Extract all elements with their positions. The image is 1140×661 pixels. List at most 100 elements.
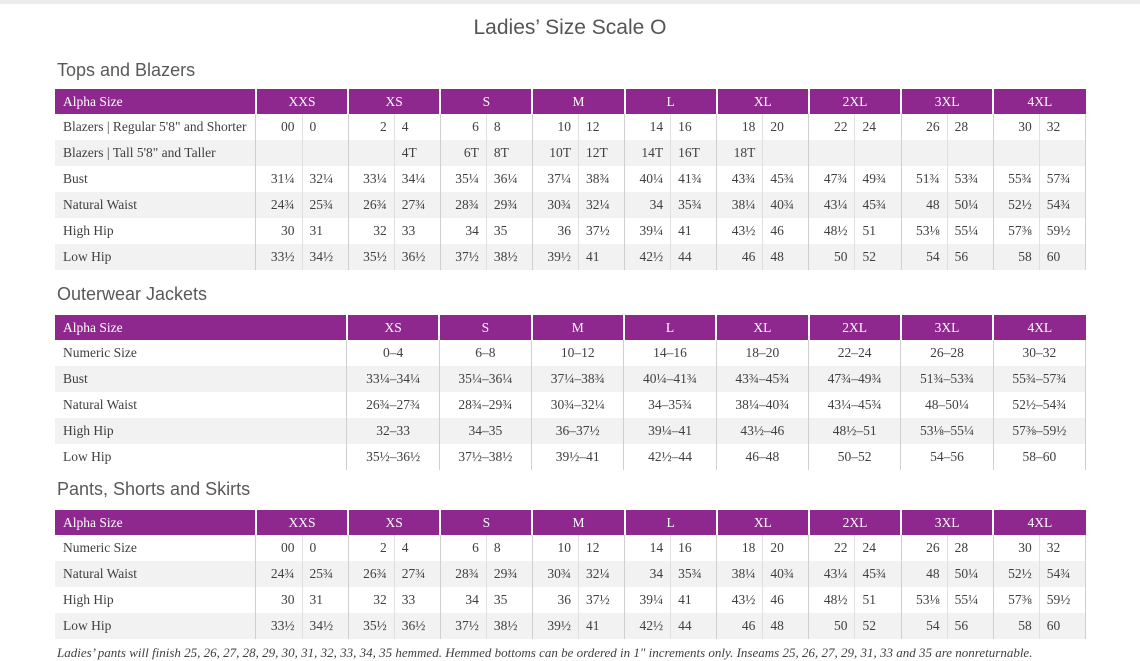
size-value-cell: 57⅜–59½ — [992, 418, 1087, 444]
size-value-cell: 56 — [946, 244, 994, 270]
size-value-cell: 35¾ — [670, 192, 717, 218]
size-value-cell: 42½ — [624, 244, 671, 270]
row-label: Natural Waist — [63, 197, 138, 212]
size-value-cell: 10T — [531, 140, 579, 166]
size-value-cell: 35 — [485, 218, 533, 244]
section-heading: Outerwear Jackets — [57, 284, 208, 304]
size-value-cell: 40¾ — [762, 561, 809, 587]
size-chart-document: Tops and Blazers Alpha Size XXS XS S M L XL 2XL… — [0, 60, 1140, 661]
size-value-cell: 12 — [577, 114, 625, 140]
size-value-cell: 30–32 — [992, 340, 1087, 366]
size-value-cell: 34–35¾ — [623, 392, 717, 418]
size-value-cell: 24¾ — [255, 192, 303, 218]
size-value-cell: 53⅛ — [900, 218, 948, 244]
size-value-cell: 35¼ — [439, 166, 487, 192]
size-value-cell: 22–24 — [808, 340, 901, 366]
size-value-cell: 35 — [485, 587, 533, 613]
size-value-cell: 14T — [624, 140, 671, 166]
size-value-cell: 28 — [946, 114, 994, 140]
size-value-cell: 36¼ — [485, 166, 533, 192]
size-value-cell: 33 — [393, 218, 441, 244]
size-value-cell: 49¾ — [854, 166, 902, 192]
size-value-cell: 8 — [485, 114, 533, 140]
size-value-cell: 16T — [670, 140, 717, 166]
size-value-cell: 39½ — [531, 244, 579, 270]
size-column-header: L — [623, 510, 717, 535]
size-value-cell: 38¼ — [716, 192, 763, 218]
size-value-cell: 22 — [808, 114, 855, 140]
size-value-cell: 33½ — [255, 613, 303, 639]
size-value-cell: 59½ — [1038, 587, 1087, 613]
size-value-cell: 43¼–45¾ — [808, 392, 901, 418]
size-value-cell: 25¾ — [301, 192, 349, 218]
table-row: Natural Waist 26¾–27¾ 28¾–29¾ 30¾–32¼ 34–35¾… — [55, 392, 1087, 418]
size-value-cell: 26¾ — [347, 192, 395, 218]
size-value-cell: 39½ — [531, 613, 579, 639]
size-value-cell — [347, 140, 395, 166]
size-value-cell: 4 — [393, 114, 441, 140]
table-row: Low Hip 33½ 34½ 35½ 36½ 37½ 38½ 39½ 41 42½ 44 46 48 5… — [55, 244, 1087, 270]
size-value-cell: 36½ — [393, 613, 441, 639]
size-value-cell: 52½ — [992, 561, 1040, 587]
size-value-cell: 35½–36½ — [346, 444, 440, 470]
row-label: Natural Waist — [63, 566, 138, 581]
size-value-cell: 28¾ — [439, 561, 487, 587]
size-value-cell: 00 — [255, 535, 303, 561]
size-value-cell: 14 — [624, 114, 671, 140]
size-value-cell: 41 — [670, 218, 717, 244]
size-value-cell: 55¼ — [946, 218, 994, 244]
row-label: High Hip — [63, 423, 114, 438]
size-value-cell: 27¾ — [393, 561, 441, 587]
size-value-cell: 41 — [577, 244, 625, 270]
size-column-header: M — [530, 315, 624, 340]
size-value-cell: 10–12 — [531, 340, 624, 366]
size-column-header: 3XL — [899, 315, 994, 340]
size-value-cell: 51 — [854, 218, 902, 244]
table-row: High Hip 32–33 34–35 36–37½ 39¼–41 43½–46 48½–… — [55, 418, 1087, 444]
size-column-header: 3XL — [900, 89, 994, 114]
section-heading: Pants, Shorts and Skirts — [57, 479, 251, 499]
size-value-cell: 38½ — [485, 613, 533, 639]
size-value-cell: 34½ — [301, 244, 349, 270]
size-value-cell: 10 — [531, 535, 579, 561]
size-value-cell: 24¾ — [255, 561, 303, 587]
size-value-cell — [946, 140, 994, 166]
size-value-cell: 50¼ — [946, 192, 994, 218]
size-value-cell: 43¼ — [808, 192, 855, 218]
size-value-cell: 20 — [762, 535, 809, 561]
size-value-cell: 18 — [716, 535, 763, 561]
size-value-cell: 0 — [301, 114, 349, 140]
header-row: Alpha Size XS S M L XL 2XL 3XL 4XL — [55, 315, 1086, 340]
size-value-cell: 26–28 — [900, 340, 994, 366]
size-value-cell: 39¼ — [624, 587, 671, 613]
pants-shorts-skirts-size-table: Alpha Size XXS XS S M L XL 2XL 3XL 4XL Numeric Siz… — [55, 510, 1087, 639]
table-row: High Hip 30 31 32 33 34 35 36 37½ 39¼ 41 43½ 46 48½ 51… — [55, 587, 1087, 613]
size-value-cell: 48 — [762, 613, 809, 639]
size-value-cell: 32–33 — [346, 418, 440, 444]
size-value-cell: 46 — [762, 218, 809, 244]
size-value-cell: 30 — [992, 535, 1040, 561]
size-value-cell: 30¾ — [531, 561, 579, 587]
size-value-cell: 6 — [439, 535, 487, 561]
row-label: High Hip — [63, 223, 114, 238]
size-value-cell: 53⅛–55¼ — [900, 418, 994, 444]
table-row: Natural Waist 24¾ 25¾ 26¾ 27¾ 28¾ 29¾ 30¾ 32¼ 34 3… — [55, 192, 1087, 218]
table-row: Numeric Size 00 0 2 4 6 8 10 12 14 16 18 20 22 24 26 28 3… — [55, 535, 1087, 561]
size-value-cell: 37½–38½ — [438, 444, 532, 470]
size-value-cell: 4T — [393, 140, 441, 166]
size-value-cell: 0–4 — [346, 340, 440, 366]
table-row: Blazers | Regular 5'8" and Shorter 00 0 2 4 6… — [55, 114, 1087, 140]
size-value-cell: 18–20 — [715, 340, 809, 366]
size-column-header: XL — [715, 315, 809, 340]
size-value-cell: 41 — [670, 587, 717, 613]
size-value-cell: 8T — [485, 140, 533, 166]
size-value-cell: 12 — [577, 535, 625, 561]
section-tops-and-blazers: Tops and Blazers Alpha Size XXS XS S M L XL 2XL… — [55, 60, 1087, 270]
size-value-cell: 41¾ — [670, 166, 717, 192]
size-value-cell: 50 — [808, 613, 855, 639]
outerwear-jackets-size-table: Alpha Size XS S M L XL 2XL 3XL 4XL Numeric Size 0–… — [55, 315, 1087, 470]
size-value-cell: 57¾ — [1038, 166, 1087, 192]
row-label: Low Hip — [63, 249, 112, 264]
size-value-cell: 36 — [531, 218, 579, 244]
size-value-cell: 26¾ — [347, 561, 395, 587]
